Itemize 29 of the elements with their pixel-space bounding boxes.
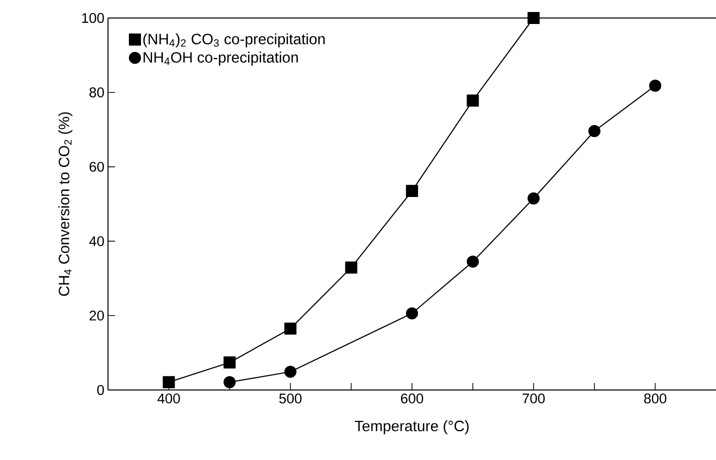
point — [588, 125, 600, 138]
y-axis-title: CH$_{4}$ Conversion to CO$_{2}$ (%) — [58, 112, 72, 296]
point — [528, 192, 540, 204]
x-tick-label: 600 — [401, 394, 424, 404]
point — [284, 322, 296, 335]
point — [466, 94, 479, 107]
point — [224, 356, 236, 369]
legend-label: NH$_{4}$OH co-precipitation — [144, 52, 298, 66]
point — [466, 256, 479, 268]
point — [406, 307, 418, 320]
x-axis-title: Temperature (°C) — [354, 420, 469, 434]
point — [345, 262, 358, 274]
y-tick-label: 60 — [90, 162, 104, 172]
x-tick-label: 700 — [522, 394, 545, 404]
point — [224, 376, 236, 388]
point — [284, 366, 296, 378]
point — [528, 12, 540, 24]
y-tick-label: 20 — [90, 310, 104, 321]
point — [649, 80, 662, 92]
x-tick-label: 500 — [279, 394, 302, 404]
legend-label: (NH$_{4}$)$_{2}$ CO$_{3}$ co-precipitation — [143, 33, 325, 48]
y-tick-label: 40 — [89, 236, 104, 246]
point — [162, 376, 175, 388]
y-tick-label: 100 — [82, 13, 104, 23]
x-tick-label: 800 — [644, 394, 666, 404]
y-tick-label: 80 — [90, 87, 104, 98]
x-tick-label: 400 — [157, 394, 180, 404]
y-tick-label: 0 — [97, 385, 104, 395]
point — [406, 184, 418, 198]
